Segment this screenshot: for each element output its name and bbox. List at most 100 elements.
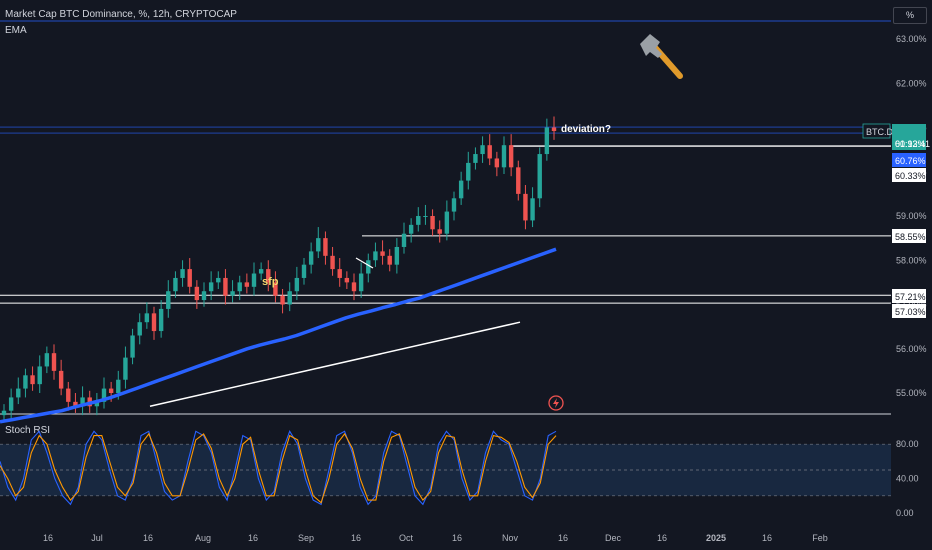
candle-body <box>537 154 542 199</box>
candle-body <box>116 379 121 393</box>
candle-body <box>273 282 278 296</box>
candle-body <box>201 291 207 301</box>
candle-body <box>344 277 350 283</box>
level-badge-57a-label: 57.21% <box>895 292 926 302</box>
level-badge-58-label: 58.55% <box>895 232 926 242</box>
x-tick-label: 16 <box>657 533 667 543</box>
candle-body <box>151 313 157 332</box>
candle-body <box>66 388 71 402</box>
candle-body <box>387 255 392 265</box>
y-tick-label: 59.00% <box>896 211 927 221</box>
y-tick-label: 63.00% <box>896 34 927 44</box>
last-price-badge-label: 60.92% <box>895 139 926 149</box>
candle-body <box>373 251 378 261</box>
candle-body <box>1 410 7 416</box>
x-tick-label: Aug <box>195 533 211 543</box>
stoch-k-line <box>0 430 557 506</box>
candle-body <box>144 313 150 323</box>
candle-body <box>501 145 507 168</box>
candle-body <box>251 273 257 287</box>
candle-body <box>216 277 221 283</box>
candle-body <box>94 401 100 407</box>
candle-body <box>316 238 321 252</box>
candle-body <box>301 264 307 278</box>
stoch-rsi-label[interactable]: Stoch RSI <box>5 425 51 436</box>
candle-body <box>508 145 514 168</box>
stoch-y-tick-label: 40.00 <box>896 474 919 484</box>
candle-body <box>408 224 414 234</box>
x-tick-label: 16 <box>248 533 258 543</box>
candle-body <box>451 198 457 212</box>
candle-body <box>544 127 550 155</box>
candle-body <box>51 353 57 371</box>
candle-body <box>194 286 200 301</box>
ema-indicator-label[interactable]: EMA <box>5 25 27 36</box>
candle-body <box>423 216 428 217</box>
sfp-line[interactable] <box>355 257 374 269</box>
candle-body <box>366 260 371 274</box>
candle-body <box>280 295 285 305</box>
candle-body <box>101 388 107 402</box>
x-tick-label: 16 <box>452 533 462 543</box>
candle-body <box>8 397 14 411</box>
candle-body <box>58 370 64 389</box>
scale-mode-button[interactable]: % <box>893 7 927 24</box>
ema-line[interactable] <box>0 247 557 424</box>
x-tick-label: Oct <box>399 533 414 543</box>
candle-body <box>516 167 521 194</box>
candle-body <box>258 269 264 274</box>
candle-body <box>466 162 471 181</box>
candle-body <box>330 255 335 270</box>
candle-body <box>37 366 42 385</box>
candle-body <box>130 335 135 358</box>
candle-body <box>473 154 478 163</box>
candle-body <box>308 251 314 265</box>
x-tick-label: Nov <box>502 533 519 543</box>
candle-body <box>523 193 528 221</box>
candle-body <box>223 277 228 296</box>
candle-body <box>394 246 400 265</box>
trend-line[interactable] <box>149 321 521 408</box>
candle-body <box>358 273 364 292</box>
level-badge-58 <box>892 229 926 243</box>
candle-body <box>23 375 28 389</box>
candle-body <box>437 229 442 234</box>
candle-body <box>380 251 385 256</box>
y-tick-label: 56.00% <box>896 344 927 354</box>
candle-body <box>351 282 357 292</box>
lightning-icon[interactable] <box>548 395 564 411</box>
x-tick-label: 16 <box>351 533 361 543</box>
sfp-annotation[interactable]: sfp <box>262 276 279 288</box>
candle-body <box>430 216 435 230</box>
x-tick-label: 16 <box>143 533 153 543</box>
candle-body <box>416 216 421 225</box>
candle-body <box>180 269 185 278</box>
stoch-d-line <box>0 432 557 504</box>
chart-title: Market Cap BTC Dominance, %, 12h, CRYPTO… <box>5 9 237 20</box>
stoch-y-tick-label: 0.00 <box>896 508 914 518</box>
candle-body <box>287 291 292 305</box>
ema-value-badge-label: 60.76% <box>895 156 926 166</box>
symbol-badge <box>862 123 891 139</box>
hammer-icon <box>640 34 683 79</box>
last-price-badge <box>892 124 926 150</box>
candle-body <box>230 291 235 296</box>
candle-body <box>323 238 328 256</box>
candle-body <box>530 198 535 221</box>
candle-body <box>137 322 142 336</box>
x-tick-label: Sep <box>298 533 314 543</box>
candle-body <box>458 180 464 199</box>
ema-value-badge <box>892 153 926 167</box>
candle-body <box>480 145 485 155</box>
deviation-annotation[interactable]: deviation? <box>561 124 611 135</box>
candle-body <box>444 211 450 234</box>
candle-body <box>108 388 114 393</box>
y-tick-label: 58.00% <box>896 255 927 265</box>
candle-body <box>208 282 214 292</box>
candle-body <box>30 375 35 385</box>
candle-body <box>237 282 242 292</box>
level-badge-60-label: 60.33% <box>895 171 926 181</box>
candle-body <box>173 277 178 292</box>
x-tick-label: Dec <box>605 533 622 543</box>
